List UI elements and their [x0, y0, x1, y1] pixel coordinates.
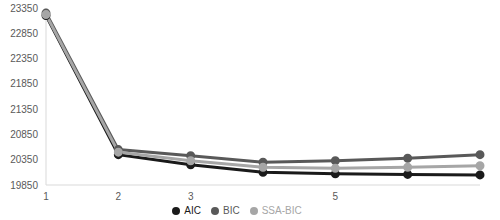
svg-text:21850: 21850: [10, 78, 38, 89]
html-text:SSA-BIC: SSA-BIC: [261, 205, 302, 216]
svg-text:22850: 22850: [10, 28, 38, 39]
html-text:AIC: AIC: [184, 205, 201, 216]
svg-text:19850: 19850: [10, 180, 38, 191]
svg-text:21350: 21350: [10, 104, 38, 115]
svg-text:22350: 22350: [10, 53, 38, 64]
svg-text:20850: 20850: [10, 129, 38, 140]
svg-text:23350: 23350: [10, 3, 38, 14]
svg-text:5: 5: [333, 191, 339, 202]
svg-text:2: 2: [116, 191, 122, 202]
svg-text:1: 1: [43, 191, 49, 202]
html-text:BIC: BIC: [223, 205, 240, 216]
svg-text:20350: 20350: [10, 154, 38, 165]
svg-text:3: 3: [188, 191, 194, 202]
